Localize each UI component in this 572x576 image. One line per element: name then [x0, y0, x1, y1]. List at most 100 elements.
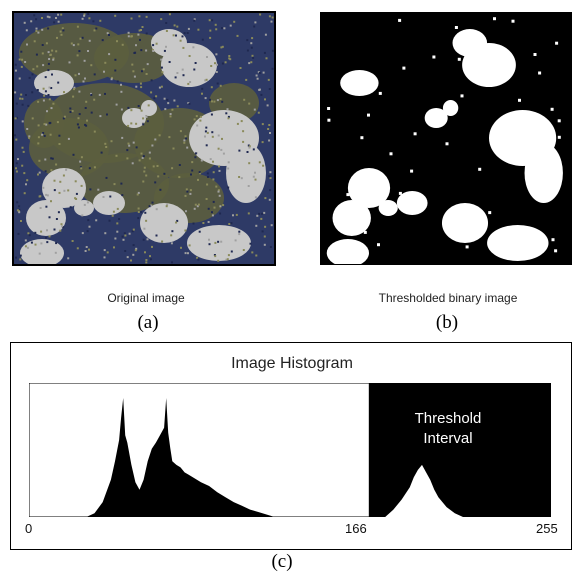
original-image-noise [46, 15, 49, 18]
binary-image-speck [554, 190, 558, 194]
original-image-noise [185, 210, 187, 213]
original-image-noise [27, 104, 30, 107]
original-image-noise [252, 175, 255, 178]
original-image-noise [55, 50, 58, 53]
original-image-noise [229, 24, 232, 27]
original-image-noise [45, 123, 48, 126]
binary-image-speck [551, 238, 555, 242]
original-image-noise [193, 68, 196, 71]
original-image-noise [196, 256, 199, 259]
original-image-noise [209, 29, 212, 32]
original-image-noise [148, 205, 151, 208]
original-image-noise [40, 230, 43, 233]
original-image-noise [253, 25, 256, 28]
original-image-noise [72, 44, 75, 47]
binary-image-blob [340, 70, 379, 96]
original-image-noise [195, 115, 198, 118]
original-image-noise [98, 93, 101, 96]
original-image-noise [207, 221, 210, 223]
original-image-noise [198, 230, 201, 233]
original-image-noise [142, 155, 145, 158]
original-image-noise [67, 189, 70, 192]
original-image-noise [93, 166, 96, 169]
original-image-noise [82, 80, 85, 83]
original-image-noise [88, 17, 91, 20]
original-image-noise [38, 171, 41, 174]
original-image-noise [22, 150, 25, 153]
original-image-noise [199, 119, 202, 122]
original-image-noise [160, 18, 163, 21]
original-image-noise [51, 73, 53, 76]
original-image-noise [118, 218, 121, 220]
original-image-noise [30, 20, 33, 23]
original-image-noise [269, 171, 272, 174]
original-image-noise [264, 197, 267, 200]
original-image-noise [172, 34, 175, 37]
original-image-noise [257, 71, 260, 74]
original-image-noise [108, 53, 111, 56]
original-image-noise [77, 126, 80, 129]
binary-image-blob [424, 108, 448, 128]
original-image-noise [268, 124, 271, 126]
binary-image-speck [538, 71, 542, 75]
original-image-highlight [140, 203, 188, 243]
original-image-noise [205, 144, 208, 147]
original-image-noise [205, 78, 208, 81]
original-image-noise [88, 248, 90, 251]
original-image-noise [165, 205, 168, 208]
original-image-highlight [226, 143, 266, 203]
original-image-noise [108, 219, 111, 222]
original-image-noise [99, 19, 102, 22]
original-image-noise [191, 169, 194, 172]
original-image-noise [160, 58, 163, 61]
original-image-noise [175, 34, 177, 37]
original-image-noise [53, 179, 56, 182]
original-image-noise [52, 57, 55, 60]
original-image-noise [69, 111, 72, 113]
original-image-noise [205, 126, 208, 129]
original-image-noise [168, 61, 171, 63]
original-image-noise [152, 165, 155, 168]
thresholded-image [320, 12, 572, 265]
original-image-noise [140, 86, 143, 89]
original-image-noise [53, 21, 56, 24]
original-image-noise [18, 208, 21, 211]
original-image-noise [135, 146, 138, 149]
original-image-noise [15, 256, 17, 259]
original-image-noise [186, 32, 189, 34]
original-image-noise [269, 246, 272, 248]
original-image-noise [75, 192, 78, 195]
original-image-noise [103, 70, 105, 73]
original-image-noise [225, 258, 228, 261]
original-image-noise [55, 163, 58, 166]
original-image-noise [45, 42, 48, 45]
original-image-noise [239, 67, 242, 69]
binary-image-speck [432, 55, 436, 59]
original-image-noise [74, 180, 77, 183]
original-image-noise [181, 35, 184, 38]
original-image-noise [15, 138, 18, 141]
original-image-noise [86, 201, 89, 204]
original-image-noise [257, 111, 260, 114]
original-image-noise [18, 211, 21, 214]
original-image-noise [255, 74, 258, 77]
original-image-noise [187, 252, 189, 255]
binary-image-speck [378, 91, 382, 95]
binary-image-speck [337, 246, 341, 250]
original-image-noise [178, 164, 181, 166]
original-image-noise [268, 88, 271, 90]
original-image-noise [46, 110, 48, 113]
original-image-noise [211, 100, 213, 103]
original-image-noise [151, 144, 154, 147]
original-image-noise [97, 188, 100, 191]
original-image-noise [212, 200, 215, 203]
original-image-noise [221, 62, 224, 65]
original-image-noise [15, 170, 18, 173]
original-image-noise [56, 121, 59, 124]
original-image-noise [166, 98, 169, 101]
original-image-noise [116, 40, 118, 43]
original-image-noise [199, 172, 201, 175]
binary-image-speck [398, 191, 402, 195]
original-image-noise [145, 73, 148, 75]
original-image-noise [208, 238, 210, 241]
